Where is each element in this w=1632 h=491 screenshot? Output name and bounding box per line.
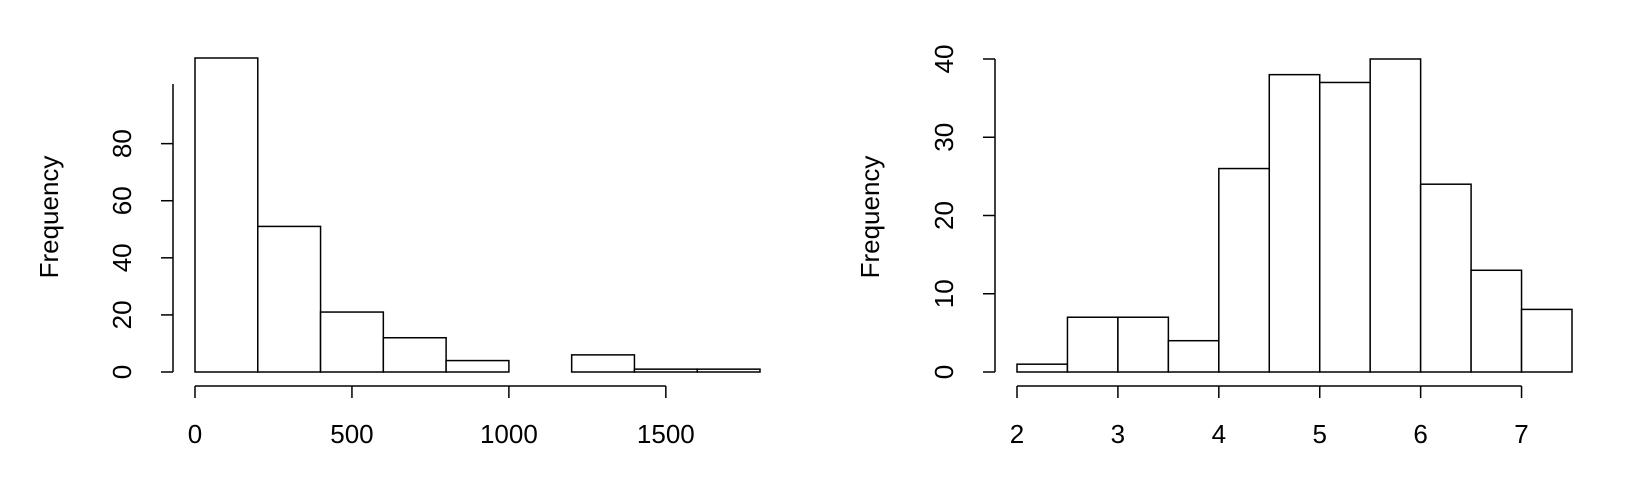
x-tick-label: 500 bbox=[330, 419, 373, 449]
y-tick-label: 20 bbox=[929, 201, 959, 230]
histogram-bar bbox=[570, 354, 636, 373]
y-tick-label: 0 bbox=[929, 365, 959, 379]
y-tick-label: 30 bbox=[929, 123, 959, 152]
x-tick-label: 1500 bbox=[637, 419, 695, 449]
x-tick-label: 7 bbox=[1514, 419, 1528, 449]
y-tick-label: 40 bbox=[929, 45, 959, 74]
y-tick-label: 40 bbox=[107, 243, 137, 272]
x-tick-label: 0 bbox=[188, 419, 202, 449]
y-tick-label: 60 bbox=[107, 186, 137, 215]
histogram-bar bbox=[194, 57, 259, 373]
histogram-bar bbox=[696, 368, 761, 373]
histogram-bar bbox=[1268, 73, 1321, 373]
y-tick-label: 20 bbox=[107, 300, 137, 329]
histogram-bar bbox=[1520, 308, 1573, 373]
y-axis-title: Frequency bbox=[855, 156, 885, 279]
histogram-bar bbox=[1016, 363, 1069, 373]
histogram-bar bbox=[1318, 81, 1371, 373]
histogram-bar bbox=[1419, 183, 1472, 373]
histogram-left: 0 20 40 60 80 0 500 1000 1500 Frequency bbox=[34, 57, 761, 449]
x-tick-label: 5 bbox=[1312, 419, 1326, 449]
histogram-bar bbox=[1218, 167, 1271, 373]
x-tick-label: 4 bbox=[1212, 419, 1226, 449]
x-tick-label: 6 bbox=[1413, 419, 1427, 449]
histogram-right: 0 10 20 30 40 2 3 4 5 6 7 Frequency bbox=[855, 45, 1573, 449]
histogram-bar bbox=[1470, 269, 1523, 373]
histogram-bar bbox=[382, 336, 447, 373]
y-tick-label: 10 bbox=[929, 279, 959, 308]
histogram-bar bbox=[633, 368, 698, 373]
histogram-bar bbox=[319, 311, 385, 373]
y-tick-label: 0 bbox=[107, 365, 137, 379]
histogram-bar bbox=[1167, 339, 1220, 373]
x-tick-label: 2 bbox=[1010, 419, 1024, 449]
histogram-bar bbox=[257, 225, 322, 373]
histogram-bar bbox=[445, 359, 510, 373]
histogram-bar bbox=[1369, 58, 1422, 373]
y-tick-label: 80 bbox=[107, 129, 137, 158]
x-tick-label: 1000 bbox=[480, 419, 538, 449]
y-axis-title: Frequency bbox=[34, 156, 64, 279]
histogram-bar bbox=[1066, 316, 1119, 373]
x-tick-label: 3 bbox=[1111, 419, 1125, 449]
histogram-bar bbox=[1117, 316, 1170, 373]
